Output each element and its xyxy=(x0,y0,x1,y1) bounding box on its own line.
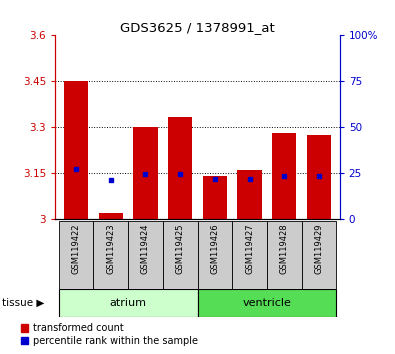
Text: GSM119425: GSM119425 xyxy=(176,223,184,274)
Text: GSM119423: GSM119423 xyxy=(106,223,115,274)
Bar xyxy=(64,81,88,219)
Text: GSM119429: GSM119429 xyxy=(314,223,324,274)
Bar xyxy=(94,221,128,289)
Text: GSM119426: GSM119426 xyxy=(211,223,219,274)
Title: GDS3625 / 1378991_at: GDS3625 / 1378991_at xyxy=(120,21,275,34)
Bar xyxy=(267,221,301,289)
Bar xyxy=(168,117,192,219)
Bar xyxy=(134,127,158,219)
Text: GSM119424: GSM119424 xyxy=(141,223,150,274)
Bar xyxy=(128,221,163,289)
Text: GSM119427: GSM119427 xyxy=(245,223,254,274)
Text: atrium: atrium xyxy=(110,298,147,308)
Bar xyxy=(59,289,197,317)
Text: ventricle: ventricle xyxy=(243,298,291,308)
Bar xyxy=(163,221,198,289)
Bar xyxy=(203,176,227,219)
Text: GSM119428: GSM119428 xyxy=(280,223,289,274)
Bar xyxy=(198,289,336,317)
Text: tissue ▶: tissue ▶ xyxy=(2,298,44,308)
Bar xyxy=(307,135,331,219)
Bar xyxy=(272,133,296,219)
Bar xyxy=(59,221,94,289)
Bar xyxy=(232,221,267,289)
Legend: transformed count, percentile rank within the sample: transformed count, percentile rank withi… xyxy=(21,324,198,346)
Bar xyxy=(198,221,232,289)
Bar xyxy=(237,170,261,219)
Text: GSM119422: GSM119422 xyxy=(71,223,81,274)
Bar xyxy=(99,213,123,219)
Bar xyxy=(301,221,336,289)
